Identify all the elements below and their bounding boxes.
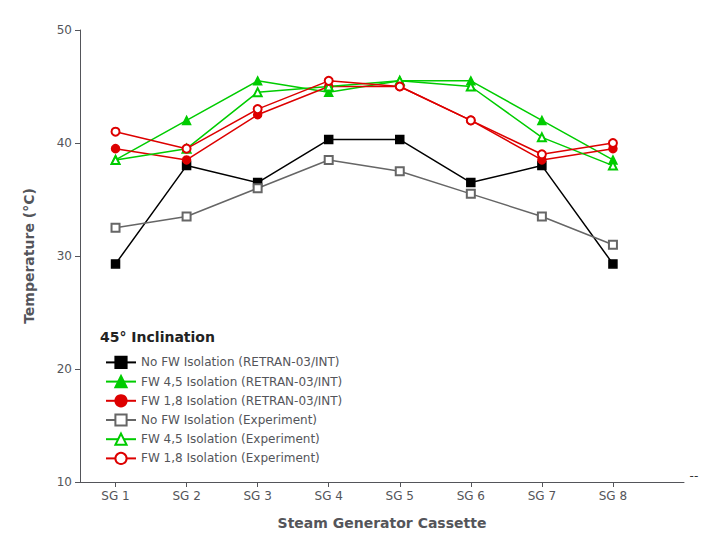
svg-text:SG 4: SG 4 xyxy=(315,489,343,503)
svg-text:SG 3: SG 3 xyxy=(243,489,271,503)
svg-text:SG 7: SG 7 xyxy=(528,489,556,503)
svg-text:45° Inclination: 45° Inclination xyxy=(100,329,215,345)
svg-text:Steam Generator Cassette: Steam Generator Cassette xyxy=(278,515,487,531)
svg-text:--: -- xyxy=(690,469,699,483)
svg-text:No FW Isolation (Experiment): No FW Isolation (Experiment) xyxy=(141,413,317,427)
svg-text:20: 20 xyxy=(57,362,72,376)
svg-text:SG 5: SG 5 xyxy=(386,489,414,503)
svg-text:SG 2: SG 2 xyxy=(172,489,200,503)
svg-text:10: 10 xyxy=(57,475,72,489)
svg-text:FW 4,5 Isolation (Experiment): FW 4,5 Isolation (Experiment) xyxy=(141,432,320,446)
svg-text:Temperature (°C): Temperature (°C) xyxy=(21,188,37,324)
svg-text:SG 1: SG 1 xyxy=(101,489,129,503)
svg-text:40: 40 xyxy=(57,136,72,150)
svg-text:FW 4,5 Isolation (RETRAN-03/IN: FW 4,5 Isolation (RETRAN-03/INT) xyxy=(141,375,342,389)
svg-text:No FW Isolation (RETRAN-03/INT: No FW Isolation (RETRAN-03/INT) xyxy=(141,355,339,369)
svg-text:FW 1,8 Isolation (Experiment): FW 1,8 Isolation (Experiment) xyxy=(141,451,320,465)
svg-text:FW 1,8 Isolation (RETRAN-03/IN: FW 1,8 Isolation (RETRAN-03/INT) xyxy=(141,394,342,408)
svg-text:SG 8: SG 8 xyxy=(599,489,627,503)
svg-text:30: 30 xyxy=(57,249,72,263)
svg-text:50: 50 xyxy=(57,23,72,37)
svg-text:SG 6: SG 6 xyxy=(457,489,485,503)
